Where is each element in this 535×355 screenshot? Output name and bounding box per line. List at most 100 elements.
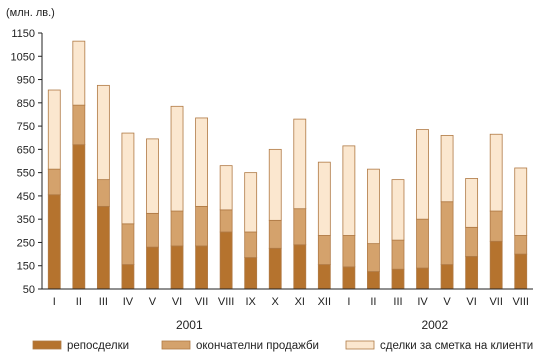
x-tick-label: III <box>99 296 108 308</box>
y-tick-label: 750 <box>17 121 35 133</box>
bar-segment-repo <box>72 144 86 290</box>
bar-segment-final-sales <box>465 226 479 257</box>
bar-segment-repo <box>219 231 233 290</box>
legend-label: окончателни продажби <box>196 340 319 352</box>
bar-segment-final-sales <box>219 209 233 233</box>
bar-segment-client-deals <box>416 129 429 220</box>
bars <box>47 40 528 290</box>
y-tick-label: 1050 <box>11 51 35 63</box>
bar-segment-repo <box>367 271 380 290</box>
x-tick-label: II <box>370 296 376 308</box>
legend-label: сделки за сметка на клиенти <box>380 340 533 352</box>
bar-segment-client-deals <box>342 145 356 236</box>
bar-segment-repo <box>489 240 503 290</box>
bar-segment-repo <box>416 267 429 290</box>
bar-segment-final-sales <box>146 212 159 248</box>
bar-segment-final-sales <box>72 104 86 146</box>
x-tick-label: XII <box>318 296 331 308</box>
legend: репосделки окончателни продажби сделки за … <box>32 340 533 352</box>
x-tick-label: VII <box>195 296 208 308</box>
x-tick-label: X <box>272 296 280 308</box>
bar-segment-repo <box>170 245 184 290</box>
bar-segment-client-deals <box>219 165 233 211</box>
bar-segment-final-sales <box>367 243 380 272</box>
bar-segment-final-sales <box>391 239 405 270</box>
bar-segment-final-sales <box>440 201 454 265</box>
bar-segment-client-deals <box>244 172 258 233</box>
bar-segment-repo <box>96 205 110 290</box>
y-tick-label: 1150 <box>11 28 35 40</box>
bar-segment-repo <box>391 268 405 290</box>
x-tick-label: XI <box>295 296 305 308</box>
y-tick-label: 550 <box>17 168 35 180</box>
x-tick-label: V <box>443 296 451 308</box>
bar-segment-repo <box>121 264 135 290</box>
bar-segment-repo <box>465 256 479 290</box>
bar-segment-final-sales <box>489 210 503 242</box>
y-tick-label: 350 <box>17 214 35 226</box>
bar-segment-client-deals <box>96 84 110 181</box>
x-tick-label: I <box>53 296 56 308</box>
bar-segment-client-deals <box>72 40 86 106</box>
y-tick-label: 450 <box>17 191 35 203</box>
bar-segment-final-sales <box>317 235 331 265</box>
bar-segment-final-sales <box>121 223 135 265</box>
bar-segment-final-sales <box>170 210 184 247</box>
bar-segment-final-sales <box>514 235 528 255</box>
bar-segment-repo <box>244 257 258 290</box>
x-tick-label: IV <box>123 296 134 308</box>
y-tick-label: 250 <box>17 237 35 249</box>
legend-label: репосделки <box>67 340 129 352</box>
y-tick-label: 150 <box>17 261 35 273</box>
bar-segment-client-deals <box>514 167 528 236</box>
y-tick-label: 50 <box>23 284 35 296</box>
bar-segment-client-deals <box>391 179 405 241</box>
x-tick-label: II <box>76 296 82 308</box>
bar-segment-client-deals <box>146 138 159 214</box>
bar-segment-client-deals <box>195 117 208 207</box>
year-group-label: 2001 <box>176 318 203 332</box>
y-tick-label: 950 <box>17 75 35 87</box>
x-tick-label: V <box>149 296 157 308</box>
bar-segment-client-deals <box>440 134 454 203</box>
year-group-label: 2002 <box>421 318 448 332</box>
bar-segment-repo <box>293 244 307 290</box>
bar-segment-repo <box>514 253 528 290</box>
bar-segment-final-sales <box>244 231 258 258</box>
bar-segment-client-deals <box>293 118 307 210</box>
bar-segment-repo <box>268 247 282 290</box>
bar-segment-repo <box>47 194 61 290</box>
bar-segment-repo <box>440 264 454 290</box>
bar-segment-repo <box>146 246 159 290</box>
y-tick-label: 850 <box>17 98 35 110</box>
y-axis: 50 150 250 350 450 550 650 750 850 950 1050 1150 <box>11 28 43 296</box>
bar-segment-repo <box>342 266 356 290</box>
x-tick-label: IX <box>245 296 256 308</box>
bar-segment-client-deals <box>317 161 331 236</box>
bar-segment-repo <box>317 264 331 290</box>
legend-swatch-client-deals <box>345 340 375 350</box>
bar-segment-client-deals <box>121 132 135 225</box>
x-tick-label: I <box>347 296 350 308</box>
x-tick-label: VIII <box>218 296 235 308</box>
x-tick-label: VI <box>172 296 182 308</box>
bar-segment-final-sales <box>342 235 356 268</box>
x-tick-label: IV <box>417 296 428 308</box>
bar-segment-client-deals <box>367 168 380 245</box>
bar-segment-final-sales <box>293 208 307 246</box>
bar-segment-client-deals <box>268 148 282 221</box>
y-axis-unit-label: (млн. лв.) <box>6 7 55 19</box>
bar-segment-final-sales <box>268 219 282 249</box>
bar-segment-final-sales <box>416 218 429 269</box>
x-tick-label: VI <box>466 296 476 308</box>
x-tick-label: VII <box>489 296 502 308</box>
bar-segment-client-deals <box>489 133 503 212</box>
x-axis: I II III IV V VI VII VIII IX X XI XII I II III IV V VI VII… <box>42 288 533 332</box>
legend-swatch-repo <box>32 340 62 350</box>
bar-segment-final-sales <box>47 168 61 196</box>
legend-swatch-final-sales <box>161 340 191 350</box>
x-tick-label: III <box>393 296 402 308</box>
x-tick-label: VIII <box>512 296 529 308</box>
bar-segment-client-deals <box>170 105 184 212</box>
